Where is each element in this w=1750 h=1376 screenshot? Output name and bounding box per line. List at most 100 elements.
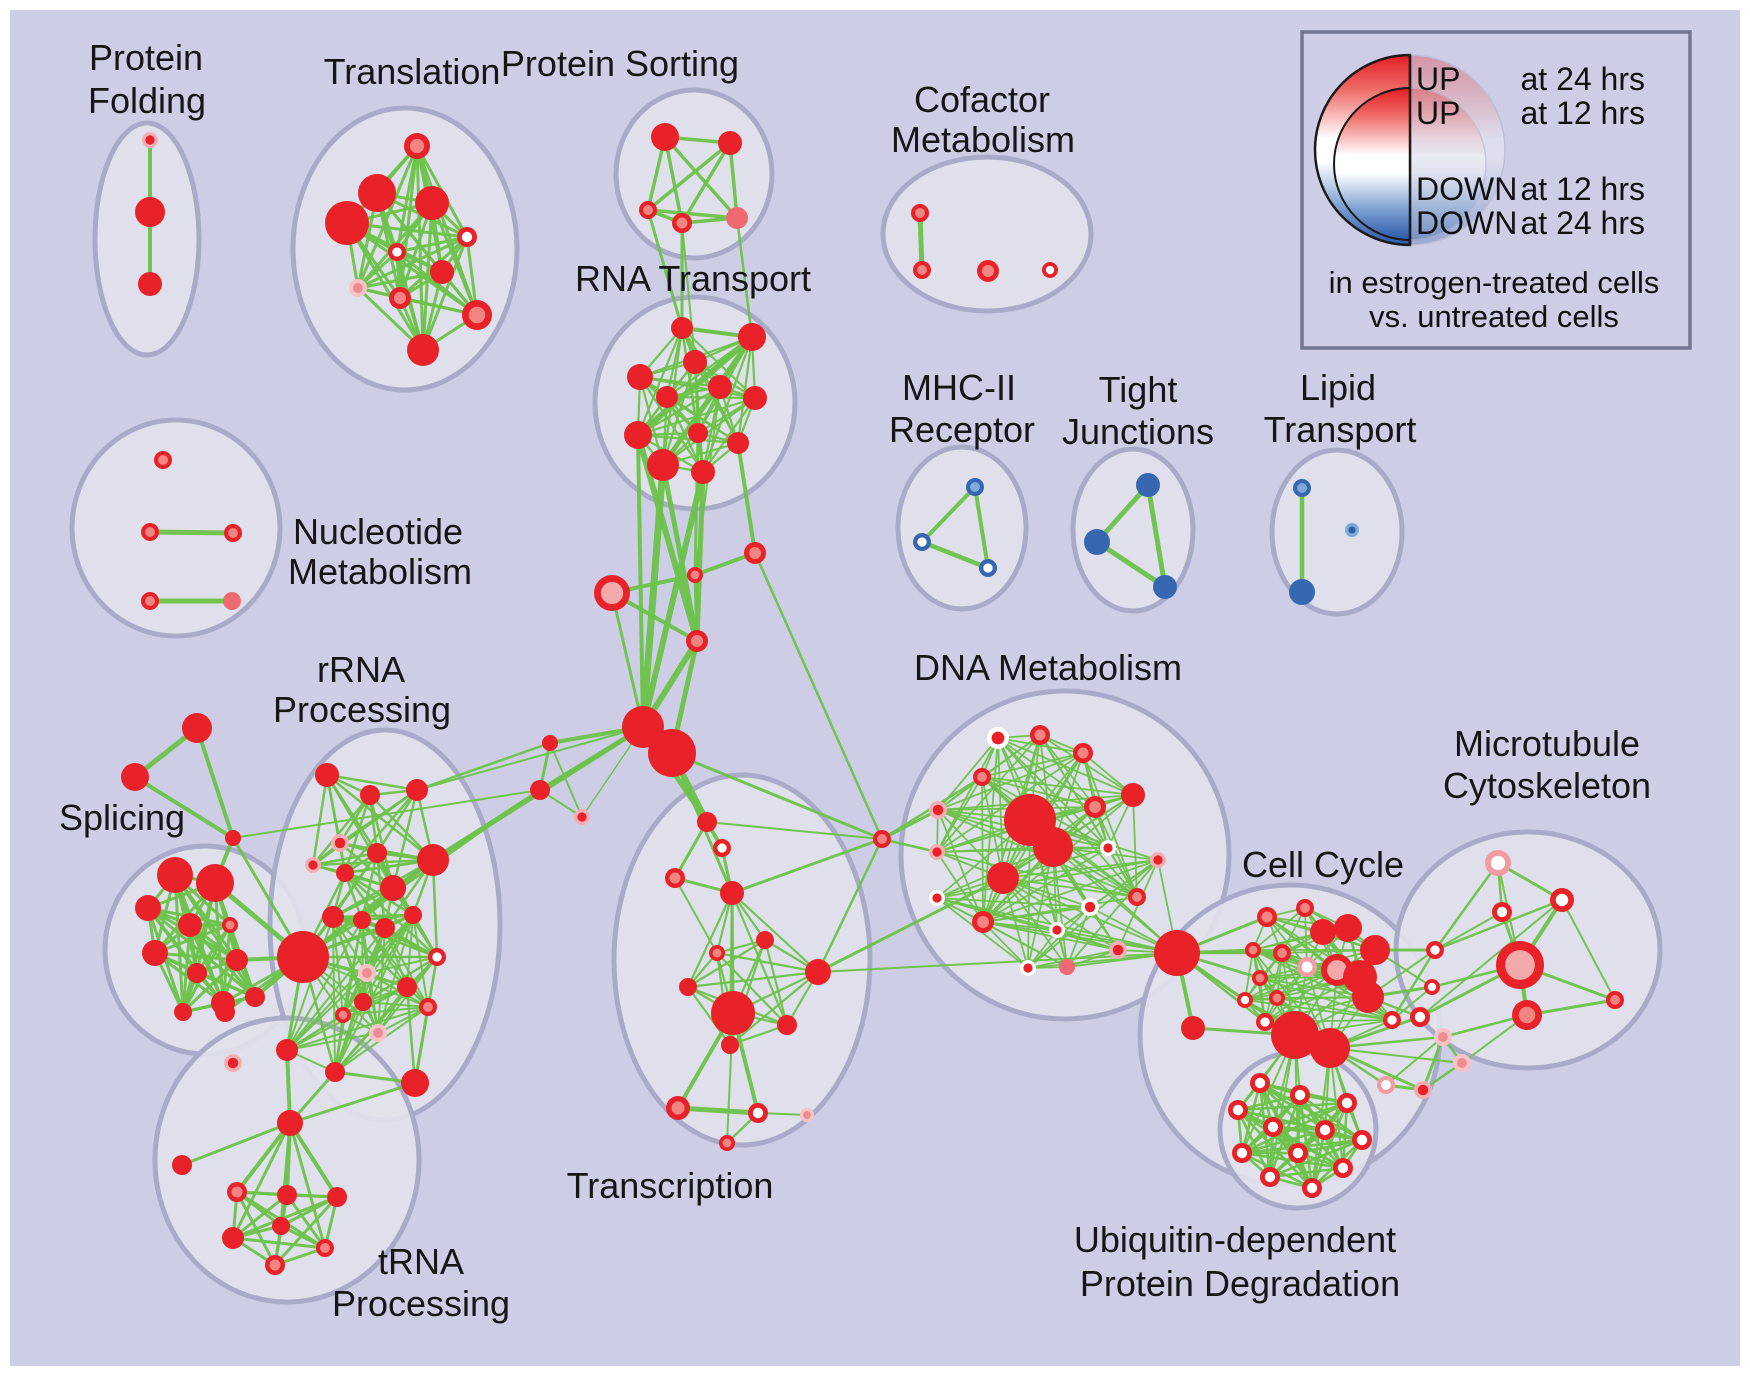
network-node-core [1319, 1124, 1331, 1136]
network-edge [982, 921, 1119, 951]
network-node [358, 174, 396, 212]
network-edge [1252, 907, 1306, 951]
network-node-core [1381, 1080, 1391, 1090]
network-node-core [338, 1010, 348, 1020]
cluster-label-tight-junctions: Tight [1099, 369, 1178, 410]
network-node-core [1356, 1134, 1368, 1146]
network-edge [311, 851, 379, 867]
network-node-core [877, 834, 887, 844]
legend-caption-line2: vs. untreated cells [1369, 299, 1619, 334]
network-node-core [362, 968, 372, 978]
network-node [651, 123, 679, 151]
network-edge [153, 951, 239, 962]
network-edge [1066, 859, 1159, 968]
cluster-label-trna-processing: Processing [332, 1283, 510, 1324]
network-node-core [1327, 960, 1347, 980]
network-edge [1419, 899, 1563, 1018]
network-node [1334, 914, 1362, 942]
network-node [1136, 473, 1160, 497]
network-edge [311, 773, 329, 867]
network-edge [416, 726, 644, 791]
cluster-label-splicing: Splicing [59, 797, 185, 838]
cluster-label-protein-folding: Protein [89, 37, 203, 78]
cluster-label-cell-cycle: Cell Cycle [1242, 844, 1404, 885]
network-edge [1264, 976, 1361, 1023]
network-edge [936, 897, 1029, 969]
network-node-core [1300, 903, 1310, 913]
network-edge [362, 914, 414, 1003]
network-edge [920, 485, 977, 544]
network-edge [286, 927, 386, 1051]
network-edge [636, 433, 645, 729]
network-edge [181, 958, 239, 1014]
network-edge [345, 221, 425, 352]
network-edge [997, 737, 1096, 808]
legend-row-dir: UP [1416, 61, 1460, 97]
network-node [380, 875, 406, 901]
network-node-core [1261, 911, 1273, 923]
network-edge [1094, 539, 1168, 590]
cluster-label-protein-sorting: Protein Sorting [501, 43, 739, 84]
cluster-label-microtubule-cytoskeleton: Cytoskeleton [1443, 765, 1651, 806]
network-node [187, 963, 207, 983]
network-edge [334, 972, 368, 1073]
network-edge [173, 873, 257, 999]
network-edge [1433, 861, 1500, 952]
network-node-core [1387, 1015, 1397, 1025]
network-node-core [1427, 982, 1437, 992]
network-node [1271, 1011, 1319, 1059]
network-edge [311, 788, 419, 867]
network-edge [362, 1001, 429, 1008]
network-edge [1002, 859, 1159, 879]
network-node-core [748, 546, 762, 560]
network-edge [549, 742, 583, 818]
network-node-core [227, 1057, 239, 1069]
network-edge [1329, 1047, 1344, 1169]
cluster-label-translation: Translation [324, 51, 501, 92]
network-edge [636, 433, 740, 445]
network-edge [982, 859, 1159, 923]
legend-box [1300, 30, 1692, 350]
network-edge [753, 551, 884, 841]
network-node-core [722, 1138, 732, 1148]
network-node [622, 706, 664, 748]
network-node-core [752, 1107, 764, 1119]
network-edge [286, 972, 368, 1051]
network-edge [285, 1193, 327, 1250]
network-node-core [1457, 1058, 1467, 1068]
network-edge [366, 956, 438, 974]
network-edge [917, 210, 925, 273]
network-node [215, 1002, 235, 1022]
network-edge [232, 789, 541, 839]
network-node-core [1088, 800, 1102, 814]
network-node-core [1306, 1182, 1318, 1194]
network-edge [431, 858, 439, 959]
network-node [223, 592, 241, 610]
network-node-core [671, 1101, 685, 1115]
network-node-core [690, 570, 700, 580]
network-edge [231, 1195, 339, 1240]
network-edge [663, 135, 739, 220]
network-edge [231, 1121, 292, 1240]
network-edge [646, 141, 732, 212]
cluster-label-dna-metabolism: DNA Metabolism [914, 647, 1182, 688]
network-node-core [643, 205, 653, 215]
network-edge [670, 751, 884, 841]
network-node-core [1236, 1147, 1248, 1159]
cluster-label-rna-transport: RNA Transport [575, 258, 811, 299]
network-edge [973, 485, 990, 570]
network-edge [405, 985, 417, 1085]
network-edge [681, 222, 696, 363]
network-node-core [1254, 1077, 1266, 1089]
network-node-core [1610, 995, 1620, 1005]
network-node-core [1264, 1171, 1276, 1183]
network-node-core [669, 872, 681, 884]
network-edge [736, 441, 757, 555]
cluster-label-lipid-transport: Transport [1264, 409, 1417, 450]
network-edge [1236, 1101, 1349, 1112]
network-edge [286, 914, 414, 1051]
network-edge [646, 208, 684, 330]
network-node [172, 1155, 192, 1175]
network-edge [1276, 997, 1393, 1021]
